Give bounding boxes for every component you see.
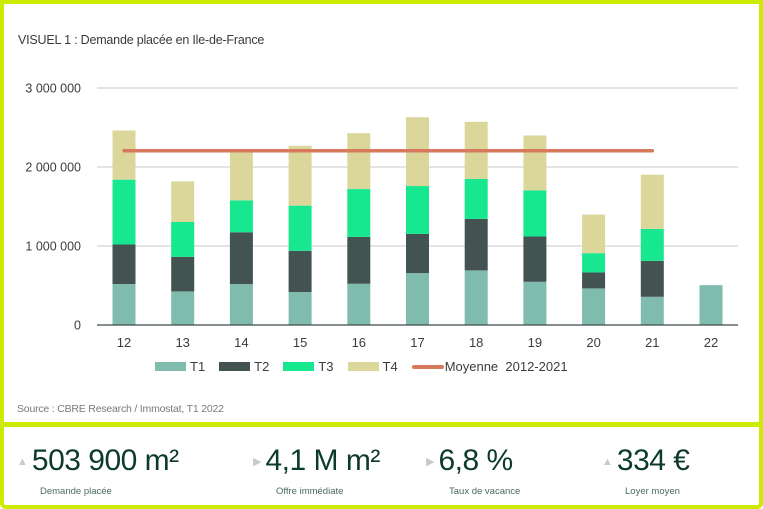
bar-segment-t3-16 (347, 189, 371, 237)
x-tick-label: 16 (352, 335, 366, 350)
kpi-panel (0, 422, 763, 509)
bar-segment-t1-21 (640, 296, 664, 325)
triangle-up-icon: ▲ (602, 456, 613, 468)
legend-label-moyenne: Moyenne 2012-2021 (444, 359, 568, 374)
legend-label-t2: T2 (254, 359, 270, 374)
bar-segment-t3-20 (582, 253, 606, 273)
bar-segment-t4-16 (347, 133, 371, 190)
bar-segment-t1-12 (112, 284, 136, 325)
kpi-offre-immediate: ▶ 4,1 M m² (253, 446, 380, 476)
chart-legend: T1 T2 T3 T4 Moyenne 2012-2021 (155, 359, 582, 374)
kpi-label: Taux de vacance (449, 486, 521, 497)
bar-segment-t4-14 (229, 152, 253, 201)
bar-segment-t1-18 (464, 270, 488, 325)
x-tick-label: 20 (586, 335, 600, 350)
x-tick-label: 19 (528, 335, 542, 350)
x-tick-label: 21 (645, 335, 659, 350)
y-tick-label: 2 000 000 (25, 161, 81, 175)
bar-segment-t4-13 (171, 181, 195, 222)
kpi-loyer-moyen: ▲ 334 € (602, 444, 690, 477)
legend-item-t4: T4 (347, 359, 398, 374)
kpi-label: Offre immédiate (276, 486, 344, 497)
legend-item-t2: T2 (219, 359, 269, 374)
bar-segment-t1-13 (171, 291, 195, 325)
kpi-demande-placee: ▲ 503 900 m² (17, 446, 179, 476)
kpi-taux-vacance: ▶ 6,8 % (426, 446, 513, 476)
bar-segment-t4-19 (523, 135, 547, 191)
bar-segment-t3-18 (464, 179, 488, 219)
chart-source: Source : CBRE Research / Immostat, T1 20… (17, 403, 224, 415)
chart-title: VISUEL 1 : Demande placée en Ile-de-Fran… (18, 33, 265, 47)
bar-segment-t2-15 (288, 250, 312, 293)
bar-segment-t4-21 (640, 174, 664, 229)
x-tick-label: 17 (410, 335, 424, 350)
legend-swatch-t4 (347, 362, 379, 371)
bar-segment-t2-19 (523, 236, 547, 282)
bar-segment-t3-14 (229, 200, 253, 233)
bar-segment-t1-19 (523, 281, 547, 325)
legend-label-t1: T1 (190, 359, 206, 374)
x-tick-label: 15 (293, 335, 307, 350)
bar-segment-t3-17 (406, 186, 429, 234)
bar-segment-t3-19 (523, 190, 547, 237)
legend-swatch-t3 (283, 362, 315, 371)
bar-segment-t2-21 (640, 260, 664, 297)
legend-label-t3: T3 (318, 359, 334, 374)
bar-segment-t1-22 (699, 285, 723, 325)
kpi-label: Loyer moyen (625, 486, 680, 497)
bar-segment-t4-12 (112, 130, 136, 180)
x-tick-label: 22 (704, 335, 718, 350)
kpi-value: 6,8 % (438, 444, 513, 477)
legend-swatch-t1 (155, 362, 186, 371)
bar-segment-t3-15 (288, 205, 312, 251)
bar-segment-t3-21 (640, 228, 664, 261)
bar-segment-t1-16 (347, 283, 371, 325)
bar-segment-t1-15 (288, 292, 312, 325)
triangle-right-icon: ▶ (426, 456, 435, 468)
triangle-up-icon: ▲ (17, 456, 28, 468)
bar-segment-t2-20 (582, 272, 606, 289)
bar-segment-t2-18 (464, 218, 488, 271)
x-tick-label: 12 (117, 335, 131, 350)
bar-segment-t2-16 (347, 236, 371, 284)
bar-segment-t1-17 (406, 273, 429, 325)
x-tick-label: 14 (234, 335, 248, 350)
bar-segment-t1-14 (229, 284, 253, 325)
bar-segment-t1-20 (582, 288, 606, 325)
legend-swatch-moyenne (411, 364, 444, 369)
bar-segment-t3-12 (112, 179, 136, 245)
bar-segment-t3-13 (171, 221, 195, 257)
kpi-value: 503 900 m² (31, 444, 179, 477)
bar-segment-t2-14 (229, 232, 253, 285)
legend-swatch-t2 (219, 362, 251, 371)
kpi-value: 4,1 M m² (265, 444, 380, 477)
bar-segment-t2-17 (406, 233, 429, 274)
kpi-value: 334 € (616, 444, 690, 477)
legend-item-t3: T3 (283, 359, 334, 374)
legend-item-t1: T1 (155, 359, 205, 374)
stacked-bar-chart: 0 1 000 000 2 000 000 3 000 000 12 13 14 15 16 17… (25, 82, 738, 350)
y-tick-label: 0 (74, 319, 81, 333)
y-tick-label: 1 000 000 (25, 240, 81, 254)
x-tick-label: 18 (469, 335, 483, 350)
triangle-right-icon: ▶ (253, 456, 262, 468)
y-tick-label: 3 000 000 (25, 82, 81, 96)
legend-label-t4: T4 (382, 359, 398, 374)
legend-item-moyenne: Moyenne 2012-2021 (411, 359, 568, 374)
kpi-label: Demande placée (40, 486, 112, 497)
bar-segment-t4-20 (582, 214, 606, 254)
x-tick-label: 13 (175, 335, 189, 350)
bar-segment-t4-15 (288, 145, 312, 206)
bar-segment-t2-12 (112, 244, 136, 285)
bar-segment-t2-13 (171, 256, 195, 292)
